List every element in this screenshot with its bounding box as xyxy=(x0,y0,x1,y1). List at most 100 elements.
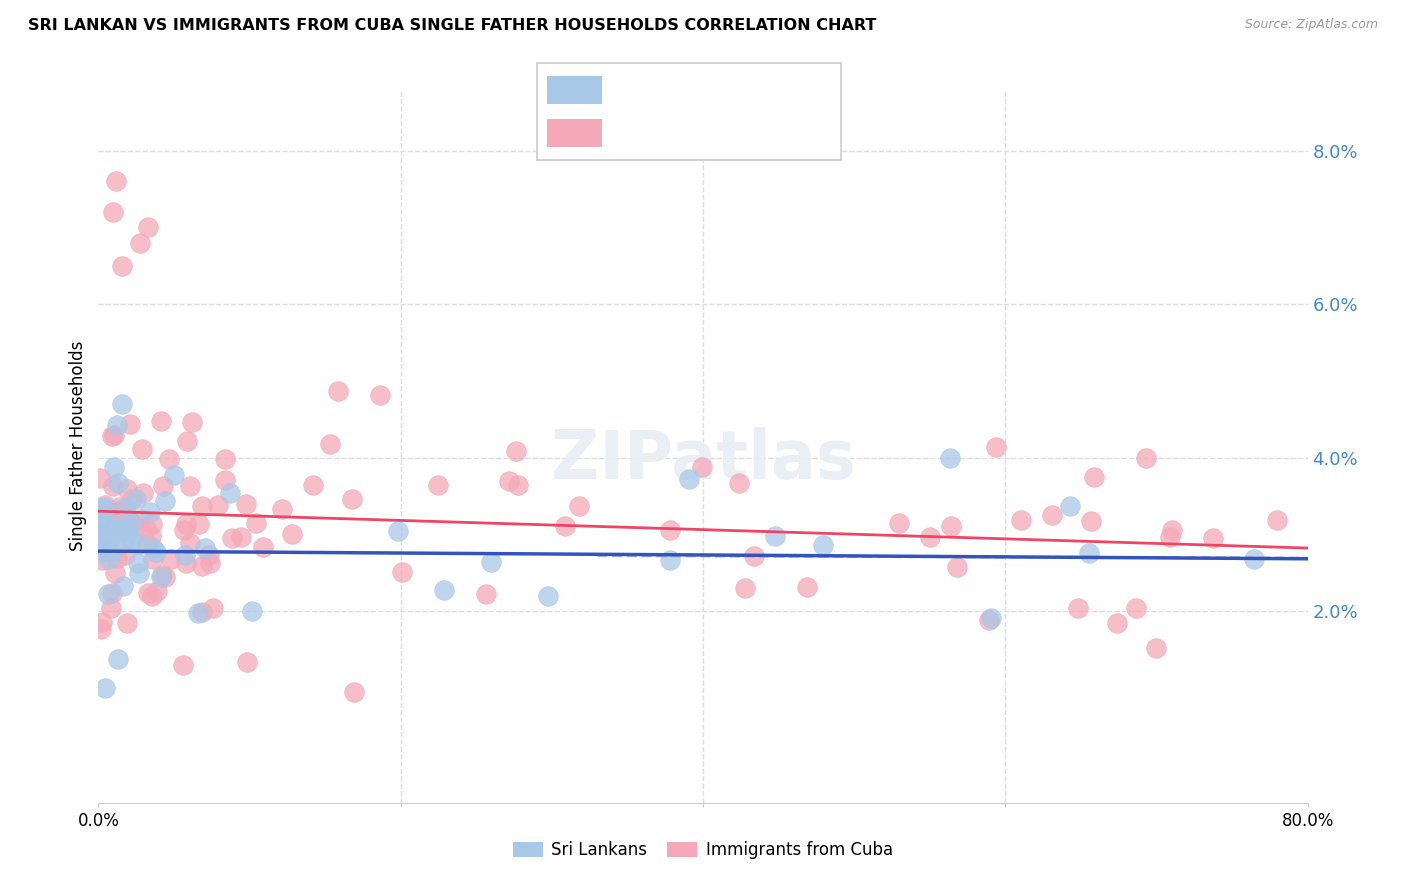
Point xyxy=(114,532,136,546)
Point xyxy=(103,515,125,529)
Point xyxy=(97,543,120,558)
Point xyxy=(506,478,529,492)
Point xyxy=(240,604,263,618)
Point xyxy=(190,605,212,619)
Point xyxy=(117,509,139,524)
Point xyxy=(728,475,751,490)
Point xyxy=(1066,601,1088,615)
Point xyxy=(89,535,111,549)
Point xyxy=(90,500,112,515)
Point xyxy=(112,579,135,593)
Point xyxy=(89,516,111,530)
Point xyxy=(157,452,180,467)
Point xyxy=(1144,640,1167,655)
Text: N =: N = xyxy=(745,82,778,97)
Point xyxy=(690,460,713,475)
Point xyxy=(887,516,910,531)
Point xyxy=(141,589,163,603)
Point xyxy=(142,541,165,555)
Point xyxy=(190,558,212,573)
Point xyxy=(387,524,409,538)
Point xyxy=(90,622,112,636)
Point xyxy=(103,478,125,492)
Point xyxy=(96,508,118,522)
Point xyxy=(115,524,138,539)
Point xyxy=(368,388,391,402)
Point xyxy=(179,535,201,549)
Text: Source: ZipAtlas.com: Source: ZipAtlas.com xyxy=(1244,18,1378,31)
Point xyxy=(188,516,211,531)
Point xyxy=(163,468,186,483)
Point xyxy=(91,517,114,532)
Point xyxy=(128,566,150,580)
Point xyxy=(219,485,242,500)
Point xyxy=(235,497,257,511)
Point xyxy=(132,486,155,500)
Point xyxy=(149,414,172,428)
Point xyxy=(221,531,243,545)
Point xyxy=(678,472,700,486)
Point xyxy=(104,566,127,580)
Point xyxy=(187,606,209,620)
FancyBboxPatch shape xyxy=(537,63,841,160)
Point xyxy=(198,549,221,563)
Text: -0.055: -0.055 xyxy=(664,82,717,97)
Point xyxy=(141,529,163,543)
Point xyxy=(734,581,756,595)
Point xyxy=(152,479,174,493)
Point xyxy=(433,582,456,597)
Point xyxy=(128,235,150,250)
Point xyxy=(659,523,682,537)
Point xyxy=(235,656,257,670)
Point xyxy=(101,429,124,443)
Point xyxy=(498,474,520,488)
Text: 119: 119 xyxy=(792,126,821,141)
Point xyxy=(90,615,112,630)
Point xyxy=(505,443,527,458)
Point xyxy=(1059,500,1081,514)
Point xyxy=(114,500,136,515)
Point xyxy=(141,516,163,531)
Point xyxy=(90,509,112,524)
Point xyxy=(1083,469,1105,483)
Point xyxy=(111,523,134,537)
Point xyxy=(114,548,136,562)
Point xyxy=(174,556,197,570)
Point xyxy=(207,498,229,512)
Point xyxy=(326,384,349,399)
Point xyxy=(343,685,366,699)
Point xyxy=(127,556,149,570)
Point xyxy=(270,502,292,516)
Text: N =: N = xyxy=(745,126,778,141)
Point xyxy=(90,508,112,522)
Point xyxy=(554,519,576,533)
Point xyxy=(103,459,125,474)
Point xyxy=(124,518,146,533)
Point xyxy=(105,529,128,543)
Point xyxy=(172,658,194,673)
Point xyxy=(105,551,128,566)
Point xyxy=(984,440,1007,454)
Point xyxy=(1107,616,1129,631)
Point xyxy=(108,500,131,514)
Point xyxy=(813,538,835,552)
Text: 57: 57 xyxy=(792,82,811,97)
Point xyxy=(319,437,342,451)
Point xyxy=(101,586,124,600)
Point xyxy=(107,651,129,665)
Text: SRI LANKAN VS IMMIGRANTS FROM CUBA SINGLE FATHER HOUSEHOLDS CORRELATION CHART: SRI LANKAN VS IMMIGRANTS FROM CUBA SINGL… xyxy=(28,18,876,33)
Point xyxy=(111,397,134,411)
Point xyxy=(537,590,560,604)
Point xyxy=(176,434,198,448)
Point xyxy=(121,516,143,530)
Point xyxy=(763,529,786,543)
Point xyxy=(1161,523,1184,537)
Point xyxy=(136,220,159,235)
Point xyxy=(1265,513,1288,527)
Point xyxy=(427,478,450,492)
Point xyxy=(342,491,364,506)
Point xyxy=(153,570,176,584)
Point xyxy=(198,556,221,570)
Point xyxy=(202,600,225,615)
Point xyxy=(252,540,274,554)
